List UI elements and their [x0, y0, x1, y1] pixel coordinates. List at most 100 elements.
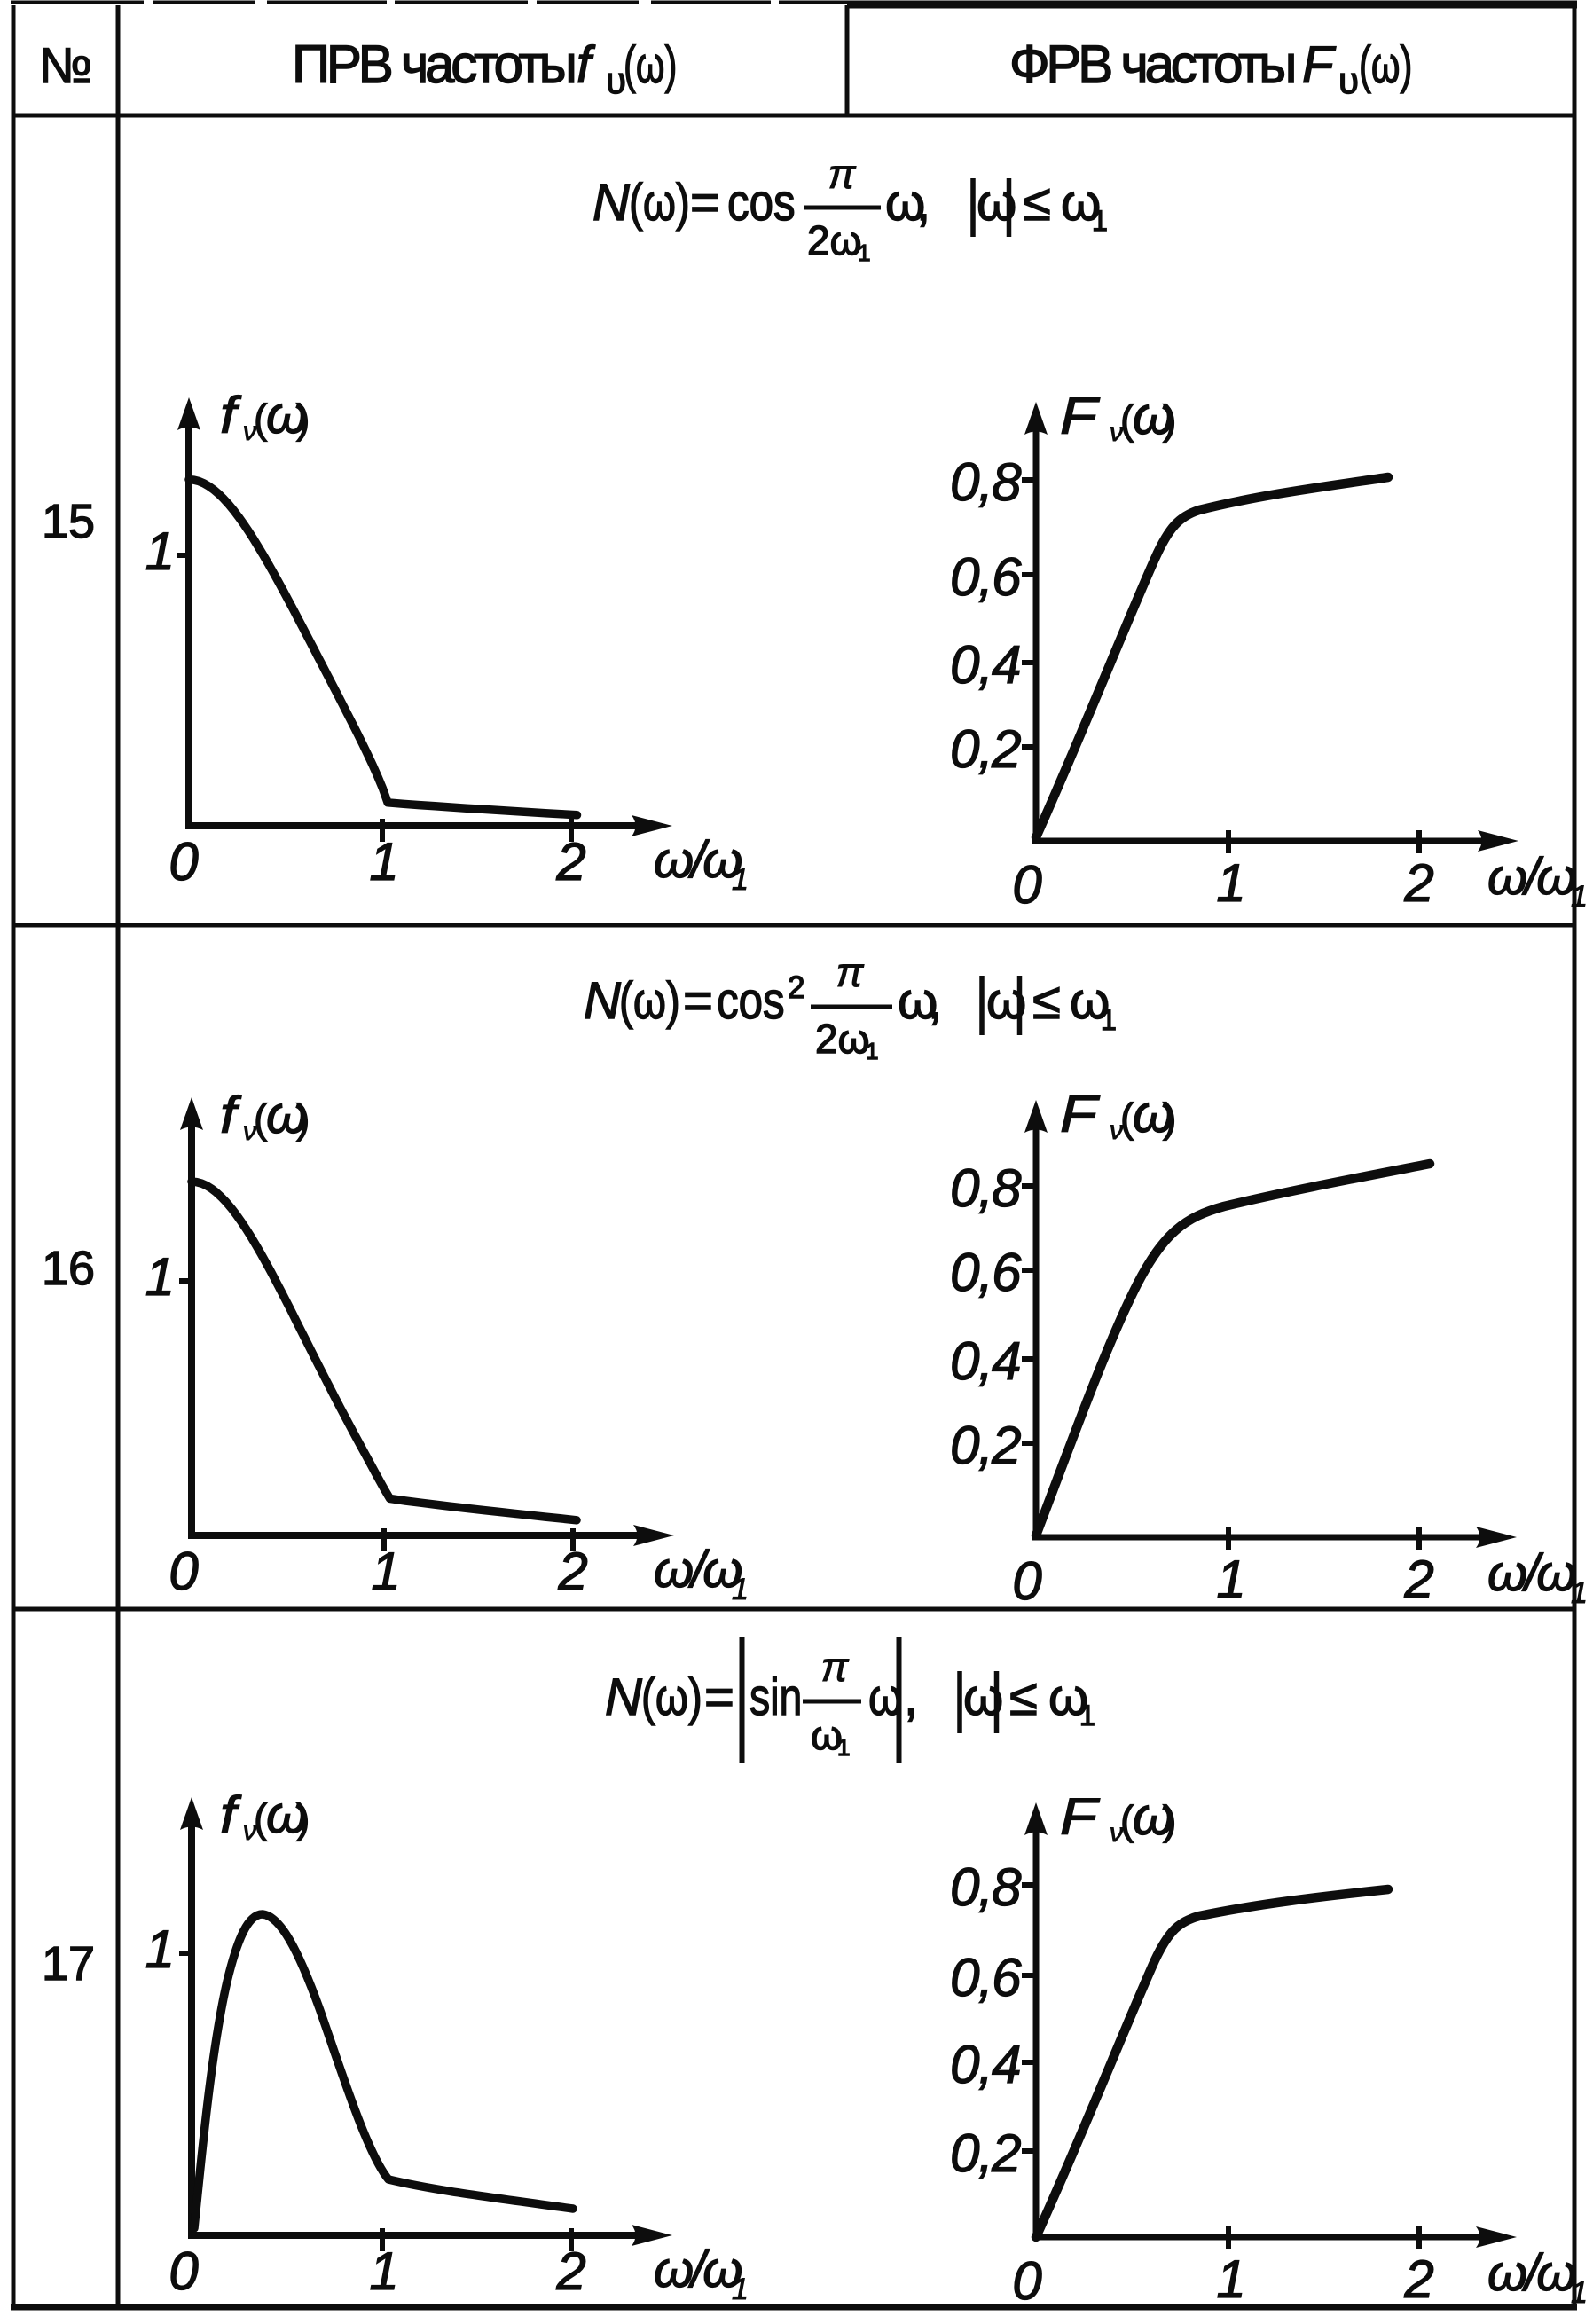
svg-text:1: 1 — [1571, 1576, 1588, 1610]
svg-text:,: , — [928, 972, 942, 1030]
svg-text:ω: ω — [811, 1712, 843, 1758]
svg-text:1: 1 — [732, 863, 749, 897]
svg-text:π: π — [821, 1644, 850, 1690]
svg-text:ω: ω — [977, 174, 1016, 232]
svg-text:ω/ω: ω/ω — [654, 1541, 742, 1598]
svg-text:1: 1 — [1571, 2276, 1588, 2310]
svg-text:0: 0 — [169, 1542, 198, 1601]
svg-text:0: 0 — [169, 2242, 198, 2301]
svg-text:υ: υ — [1338, 59, 1359, 101]
svg-text:15: 15 — [42, 495, 95, 548]
svg-text:(: ( — [1120, 396, 1134, 443]
svg-text:(ω): (ω) — [619, 973, 680, 1031]
svg-text:0,2: 0,2 — [950, 2124, 1021, 2183]
svg-text:υ: υ — [606, 59, 626, 101]
svg-text:ω: ω — [1070, 972, 1110, 1030]
svg-text:2: 2 — [557, 1542, 587, 1601]
svg-text:1: 1 — [371, 1542, 400, 1601]
svg-text:1: 1 — [1571, 880, 1588, 914]
svg-text:ω: ω — [266, 385, 308, 444]
svg-text:ω: ω — [1133, 386, 1174, 445]
svg-text:1: 1 — [145, 1920, 175, 1979]
svg-text:cos: cos — [727, 174, 796, 232]
svg-text:0,4: 0,4 — [950, 635, 1020, 695]
svg-text:1: 1 — [858, 239, 870, 266]
svg-text:0: 0 — [1012, 855, 1041, 915]
svg-text:1: 1 — [732, 2273, 749, 2306]
svg-text:): ) — [296, 396, 310, 442]
svg-text:2: 2 — [1403, 1550, 1433, 1609]
svg-text:cos: cos — [717, 972, 785, 1030]
svg-text:1: 1 — [1216, 853, 1245, 913]
svg-text:ω: ω — [885, 174, 925, 232]
svg-text:ω/ω: ω/ω — [1487, 1544, 1575, 1602]
svg-text:2: 2 — [555, 2242, 585, 2301]
svg-text:0,6: 0,6 — [950, 1243, 1022, 1302]
svg-text:ν: ν — [1110, 1116, 1123, 1145]
svg-text:(: ( — [254, 1095, 268, 1142]
svg-text:0: 0 — [1012, 2251, 1041, 2311]
svg-text:): ) — [1163, 1095, 1176, 1141]
svg-text:(: ( — [254, 396, 268, 442]
svg-text:1: 1 — [1092, 205, 1108, 237]
svg-text:ω: ω — [963, 1668, 1003, 1726]
svg-text:ω: ω — [266, 1085, 308, 1144]
svg-text:(ω): (ω) — [624, 35, 677, 93]
svg-text:1: 1 — [732, 1573, 749, 1606]
svg-text:F: F — [1302, 36, 1337, 94]
svg-text:ПРВ частоты: ПРВ частоты — [292, 35, 574, 94]
svg-text:0,8: 0,8 — [950, 1857, 1022, 1917]
svg-text:1: 1 — [837, 1734, 850, 1761]
svg-text:=: = — [683, 972, 713, 1030]
svg-text:ν: ν — [1110, 418, 1123, 447]
svg-text:ω/ω: ω/ω — [1487, 2244, 1575, 2302]
svg-text:sin: sin — [749, 1668, 802, 1726]
svg-text:=: = — [690, 174, 720, 232]
svg-text:1: 1 — [369, 2242, 398, 2301]
svg-text:ν: ν — [1110, 1818, 1123, 1848]
svg-text:1: 1 — [1216, 1550, 1245, 1609]
svg-text:ν: ν — [243, 417, 256, 446]
svg-text:F: F — [1060, 389, 1100, 445]
svg-text:): ) — [296, 1795, 310, 1841]
svg-text:2: 2 — [1403, 853, 1433, 913]
svg-text:ω: ω — [898, 972, 938, 1030]
svg-text:≤: ≤ — [1023, 174, 1051, 232]
svg-text:0,8: 0,8 — [950, 452, 1022, 512]
svg-text:0,8: 0,8 — [950, 1158, 1022, 1218]
svg-text:,: , — [916, 174, 930, 232]
svg-text:ω/ω: ω/ω — [654, 831, 742, 889]
svg-text:2ω: 2ω — [815, 1016, 870, 1062]
svg-text:): ) — [1163, 1797, 1176, 1843]
svg-text:0: 0 — [169, 832, 198, 891]
svg-text:2: 2 — [555, 832, 585, 891]
svg-text:1: 1 — [866, 1038, 878, 1064]
svg-text:0,6: 0,6 — [950, 547, 1022, 607]
svg-text:0,6: 0,6 — [950, 1948, 1022, 2007]
svg-text:ν: ν — [243, 1117, 256, 1146]
svg-text:ω: ω — [266, 1785, 308, 1844]
svg-text:0,4: 0,4 — [950, 1331, 1020, 1391]
svg-text:17: 17 — [42, 1937, 95, 1990]
svg-text:,: , — [904, 1668, 918, 1726]
svg-text:1: 1 — [1101, 1004, 1117, 1036]
svg-text:1: 1 — [369, 832, 398, 891]
svg-text:(ω): (ω) — [629, 175, 690, 232]
svg-text:№: № — [39, 37, 92, 93]
svg-text:(ω): (ω) — [641, 1669, 702, 1727]
svg-text:π: π — [828, 151, 857, 197]
svg-text:ω: ω — [1061, 174, 1101, 232]
svg-text:≤: ≤ — [1032, 972, 1061, 1030]
svg-text:ω: ω — [1048, 1668, 1088, 1726]
svg-text:1: 1 — [1216, 2249, 1245, 2309]
svg-text:1: 1 — [1079, 1700, 1095, 1731]
svg-text:=: = — [704, 1668, 734, 1726]
svg-text:(: ( — [1120, 1797, 1134, 1843]
svg-text:F: F — [1060, 1087, 1100, 1143]
svg-text:2ω: 2ω — [807, 217, 862, 263]
svg-text:1: 1 — [145, 1247, 175, 1307]
svg-text:ν: ν — [243, 1817, 256, 1846]
svg-text:): ) — [296, 1095, 310, 1142]
svg-text:0,4: 0,4 — [950, 2035, 1020, 2094]
svg-text:0,2: 0,2 — [950, 1416, 1021, 1475]
